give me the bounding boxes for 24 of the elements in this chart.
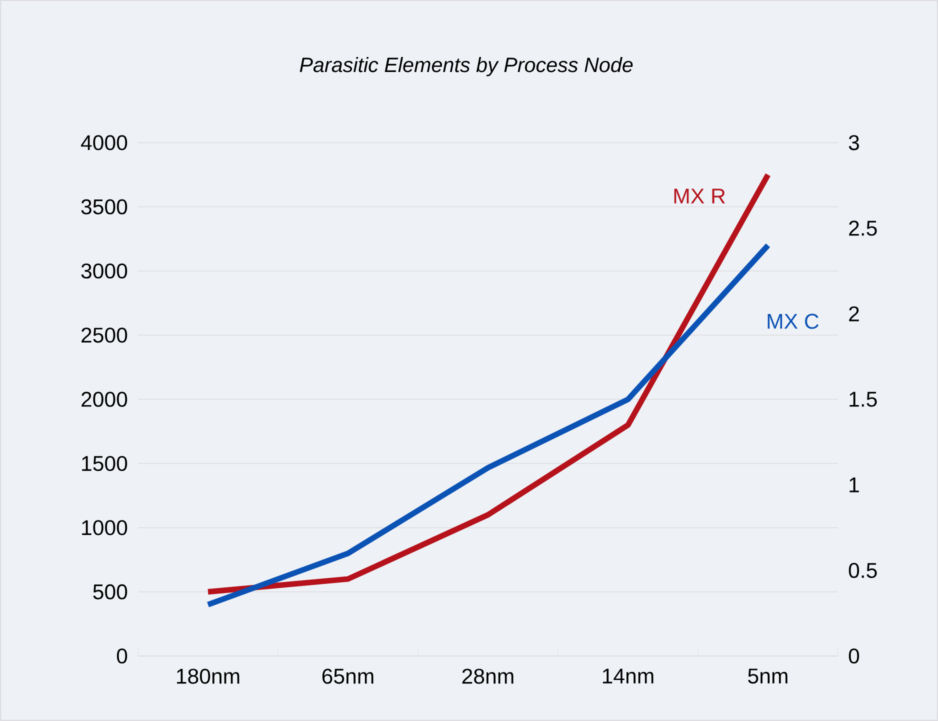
y2-tick-label: 0.5: [848, 562, 877, 578]
y-tick-label: 1000: [82, 520, 128, 536]
x-tick-label: 14nm: [602, 668, 654, 684]
y-tick-label: 2000: [82, 392, 128, 407]
y-tick-label: 500: [93, 584, 128, 600]
y2-tick-label: 1: [850, 478, 859, 492]
x-tick-label: 65nm: [322, 668, 374, 684]
chart-title: Parasitic Elements by Process Node: [300, 57, 633, 76]
y-tick-label: 3000: [81, 263, 128, 279]
y-tick-label: 1500: [82, 456, 128, 472]
y2-tick-label: 0: [848, 648, 860, 664]
x-tick-label: 180nm: [177, 668, 240, 684]
y-tick-label: 2500: [82, 328, 128, 343]
y-tick-label: 3500: [81, 199, 128, 214]
series-label: MX R: [674, 188, 725, 204]
y-tick-label: 0: [116, 648, 128, 664]
y2-tick-label: 3: [848, 135, 859, 150]
x-tick-label: 28nm: [462, 668, 514, 684]
x-tick-label: 5nm: [748, 668, 788, 684]
y2-tick-label: 2.5: [849, 220, 877, 236]
y2-tick-label: 2: [849, 306, 859, 322]
text: MX C: [768, 314, 819, 329]
y2-tick-label: 1.5: [850, 392, 877, 407]
y-tick-label: 4000: [80, 135, 128, 150]
